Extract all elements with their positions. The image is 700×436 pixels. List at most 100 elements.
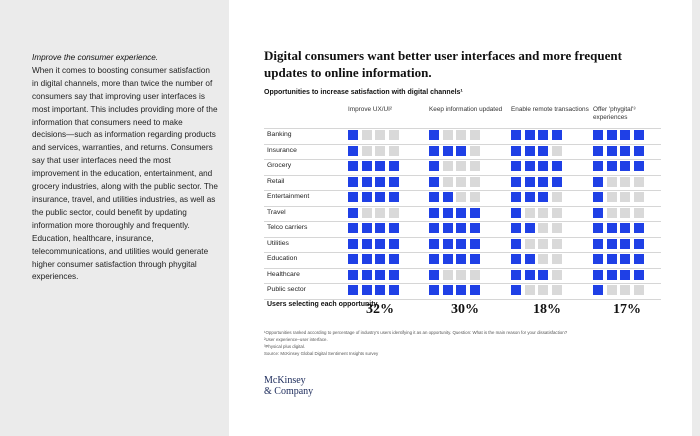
filled-square [511, 176, 521, 187]
column-header-2: Keep information updated [429, 106, 503, 113]
empty-square [538, 223, 548, 233]
row-label-utilities: Utilities [267, 239, 289, 247]
right-margin [692, 0, 700, 436]
row-label-healthcare: Healthcare [267, 270, 300, 278]
row-divider [264, 128, 661, 129]
filled-square [524, 130, 535, 140]
empty-square [524, 207, 535, 218]
filled-square [620, 145, 630, 156]
filled-square [429, 254, 439, 264]
empty-square [375, 130, 385, 140]
empty-square [551, 223, 562, 233]
empty-square [442, 269, 453, 280]
row-divider [264, 298, 661, 300]
filled-square [442, 192, 453, 202]
filled-square [348, 176, 358, 187]
filled-square [606, 145, 617, 156]
row-label-public-sector: Public sector [267, 286, 306, 293]
filled-square [538, 176, 548, 187]
filled-square [429, 207, 439, 218]
filled-square [633, 223, 644, 233]
empty-square [469, 145, 480, 156]
filled-square [442, 285, 453, 295]
filled-square [429, 161, 439, 171]
empty-square [633, 207, 644, 218]
empty-square [361, 145, 372, 156]
row-label-retail: Retail [267, 177, 285, 185]
filled-square [593, 269, 603, 280]
filled-square [511, 238, 521, 249]
column-header-3: Enable remote transactions [511, 106, 589, 113]
filled-square [429, 192, 439, 202]
filled-square [606, 269, 617, 280]
filled-square [456, 145, 466, 156]
filled-square [633, 130, 644, 140]
filled-square [524, 192, 535, 202]
empty-square [633, 192, 644, 202]
filled-square [538, 269, 548, 280]
footnote-2: ²User experience–user interface. [264, 337, 328, 342]
filled-square [429, 238, 439, 249]
row-divider [264, 205, 661, 207]
filled-square [511, 130, 521, 140]
filled-square [388, 285, 399, 295]
filled-square [524, 223, 535, 233]
empty-square [606, 176, 617, 187]
row-divider [264, 190, 661, 191]
filled-square [538, 130, 548, 140]
filled-square [633, 161, 644, 171]
filled-square [361, 285, 372, 295]
empty-square [620, 207, 630, 218]
empty-square [551, 207, 562, 218]
mckinsey-logo: McKinsey & Company [264, 375, 313, 397]
filled-square [606, 130, 617, 140]
filled-square [551, 161, 562, 171]
empty-square [442, 130, 453, 140]
filled-square [593, 145, 603, 156]
empty-square [388, 145, 399, 156]
empty-square [524, 238, 535, 249]
filled-square [633, 238, 644, 249]
column-header-4: Offer 'phygital'³ experiences [593, 106, 636, 121]
empty-square [456, 130, 466, 140]
empty-square [633, 285, 644, 295]
filled-square [511, 269, 521, 280]
filled-square [524, 161, 535, 171]
empty-square [388, 130, 399, 140]
filled-square [456, 223, 466, 233]
filled-square [375, 238, 385, 249]
empty-square [620, 192, 630, 202]
filled-square [361, 269, 372, 280]
filled-square [593, 192, 603, 202]
row-label-education: Education [267, 255, 298, 262]
filled-square [606, 238, 617, 249]
row-divider [264, 252, 661, 253]
filled-square [442, 207, 453, 218]
filled-square [593, 254, 603, 264]
filled-square [375, 223, 385, 233]
filled-square [388, 176, 399, 187]
empty-square [633, 176, 644, 187]
empty-square [606, 285, 617, 295]
filled-square [511, 207, 521, 218]
filled-square [620, 223, 630, 233]
filled-square [469, 238, 480, 249]
empty-square [442, 176, 453, 187]
filled-square [511, 192, 521, 202]
row-divider [264, 267, 661, 269]
footnote-3: ³Physical plus digital. [264, 344, 305, 349]
filled-square [620, 238, 630, 249]
filled-square [606, 254, 617, 264]
filled-square [348, 269, 358, 280]
sidebar-panel: Improve the consumer experience. When it… [0, 0, 229, 436]
sidebar-lead: Improve the consumer experience. [32, 53, 159, 62]
filled-square [593, 161, 603, 171]
filled-square [620, 269, 630, 280]
footnote-1: ¹Opportunities ranked according to perce… [264, 330, 568, 335]
filled-square [456, 238, 466, 249]
empty-square [361, 207, 372, 218]
filled-square [375, 176, 385, 187]
empty-square [456, 192, 466, 202]
empty-square [524, 285, 535, 295]
